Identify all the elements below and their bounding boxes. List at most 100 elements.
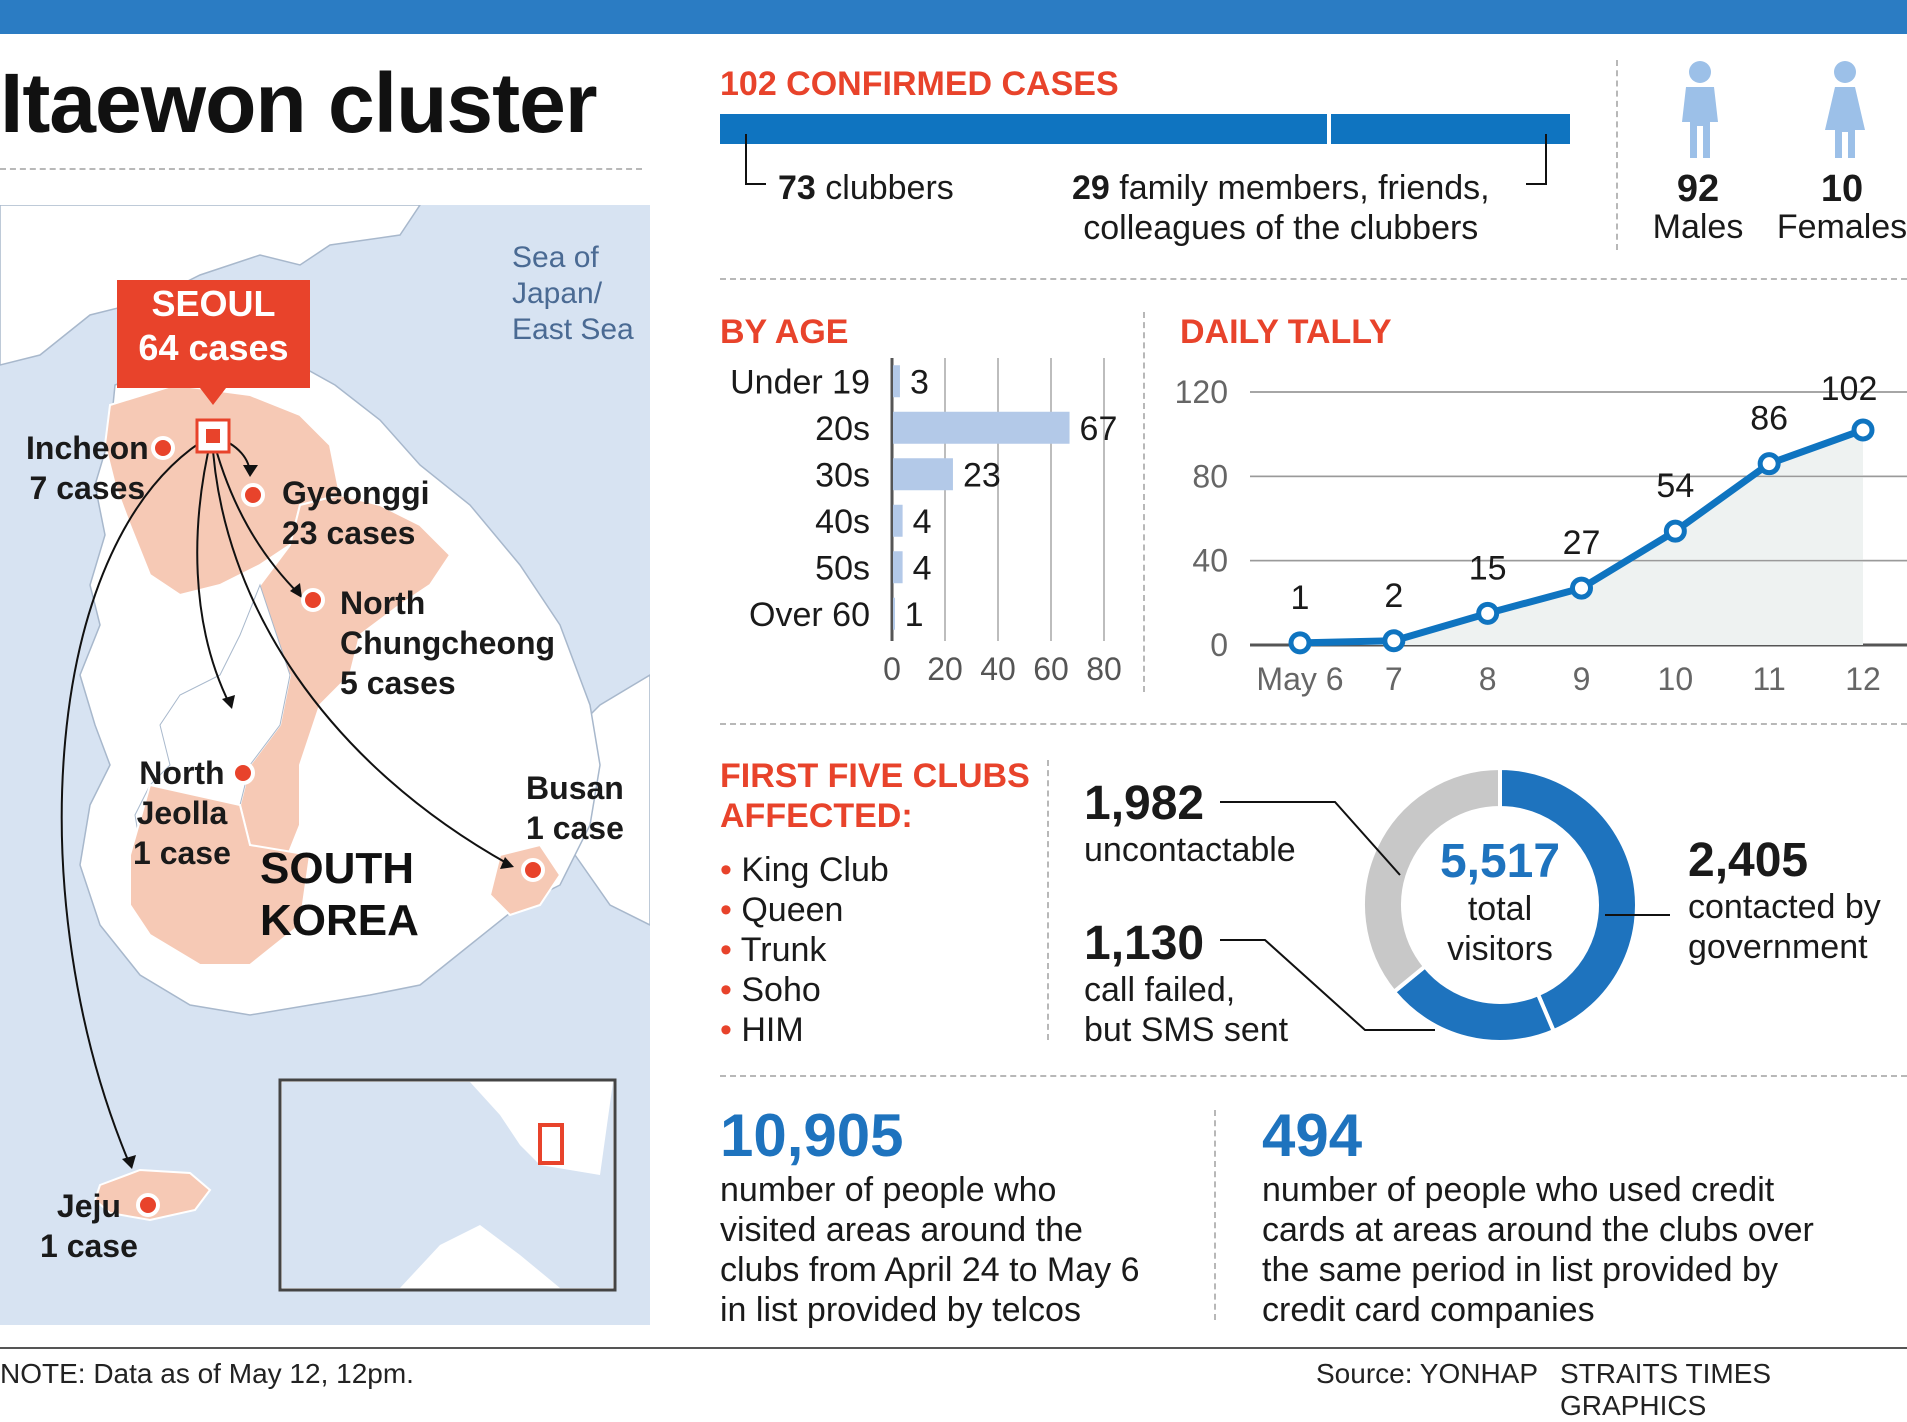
x-tick-label: 7 <box>1385 661 1403 697</box>
region-name: Chungcheong <box>340 625 556 661</box>
data-label: 27 <box>1563 524 1601 562</box>
category-label: 50s <box>815 549 870 587</box>
text-line: number of people who <box>720 1171 1057 1209</box>
daily-chart-title: DAILY TALLY <box>1180 313 1392 351</box>
segment-label: government <box>1688 928 1868 966</box>
uncontactable-label: 1,982 uncontactable <box>1084 778 1296 870</box>
telco-description: number of people who visited areas aroun… <box>720 1170 1140 1330</box>
data-point <box>1570 576 1593 600</box>
region-name: Gyeonggi <box>282 475 430 511</box>
divider <box>1616 60 1618 250</box>
male-figure-icon <box>1682 61 1718 158</box>
category-label: 20s <box>815 410 870 448</box>
category-label: Under 19 <box>730 363 870 401</box>
data-point <box>1288 631 1312 655</box>
text-line: number of people who used credit <box>1262 1171 1775 1209</box>
footer-credit: STRAITS TIMES GRAPHICS <box>1560 1358 1772 1421</box>
total-visitors-num: 5,517 <box>1439 835 1561 888</box>
list-item: Trunk <box>720 930 889 970</box>
x-tick-label: 60 <box>1033 651 1069 687</box>
data-label: 54 <box>1656 467 1694 505</box>
divider <box>0 168 642 170</box>
country-label-line: KOREA <box>260 896 419 945</box>
data-label: 4 <box>913 503 932 541</box>
region-cases: 23 cases <box>282 515 416 551</box>
incheon-label: Incheon 7 cases <box>26 428 149 508</box>
others-count: 29 family members, friends, colleagues o… <box>1072 168 1490 248</box>
region-name: Jeolla <box>136 795 228 831</box>
list-item: King Club <box>720 850 888 890</box>
leader-line <box>1220 939 1435 1031</box>
data-label: 1 <box>1291 579 1310 617</box>
segment-label: but SMS sent <box>1084 1011 1289 1049</box>
data-label: 1 <box>905 596 924 634</box>
country-label: SOUTH KOREA <box>260 843 419 947</box>
data-label: 102 <box>1821 370 1878 408</box>
sea-label-line: Japan/ <box>512 277 603 310</box>
bar <box>893 551 903 584</box>
seoul-callout: SEOUL 64 cases <box>117 282 310 370</box>
x-tick-label: 11 <box>1753 661 1786 697</box>
divider <box>720 278 1907 280</box>
data-label: 15 <box>1469 549 1507 587</box>
divider <box>1214 1110 1216 1320</box>
segment-value: 1,982 <box>1084 777 1205 830</box>
data-point <box>1476 601 1500 625</box>
donut-segment <box>1361 765 1502 995</box>
donut-segment <box>1498 765 1639 1034</box>
area-fill <box>1300 429 1863 645</box>
top-bar <box>0 0 1907 34</box>
y-tick-label: 120 <box>1175 374 1228 410</box>
text-line: the same period in list provided by <box>1262 1251 1778 1289</box>
bar <box>893 411 1070 444</box>
segment-label: contacted by <box>1688 888 1881 926</box>
text-line: cards at areas around the clubs over <box>1262 1211 1814 1249</box>
y-tick-label: 0 <box>1210 627 1228 663</box>
total-visitors-label: visitors <box>1447 930 1553 968</box>
x-tick-label: 0 <box>883 651 901 687</box>
x-tick-label: 12 <box>1845 661 1881 697</box>
data-label: 86 <box>1750 400 1788 438</box>
clubs-heading-line: AFFECTED: <box>720 797 913 835</box>
data-label: 67 <box>1080 410 1118 448</box>
text-line: credit card companies <box>1262 1291 1595 1329</box>
others-label: colleagues of the clubbers <box>1083 209 1479 247</box>
region-name: North <box>139 755 225 791</box>
x-tick-label: 80 <box>1086 651 1122 687</box>
segment-label: uncontactable <box>1084 831 1296 869</box>
x-tick-label: 9 <box>1573 661 1591 697</box>
clubs-heading: FIRST FIVE CLUBS AFFECTED: <box>720 756 1030 836</box>
females-count: 10 <box>1820 168 1864 210</box>
x-tick-label: 40 <box>980 651 1016 687</box>
leader-line <box>1220 801 1401 876</box>
text-line: visited areas around the <box>720 1211 1083 1249</box>
x-tick-label: 10 <box>1658 661 1694 697</box>
card-count: 494 <box>1262 1102 1363 1169</box>
card-description: number of people who used credit cards a… <box>1262 1170 1814 1330</box>
divider <box>1143 312 1145 692</box>
footer-source: Source: YONHAP <box>1316 1358 1539 1389</box>
seoul-name: SEOUL <box>151 283 276 324</box>
footer-rule <box>0 1347 1907 1349</box>
region-cases: 1 case <box>133 835 231 871</box>
region-cases: 5 cases <box>340 665 456 701</box>
data-point <box>1382 629 1406 653</box>
x-tick-label: May 6 <box>1256 661 1343 697</box>
total-visitors-label: total <box>1467 890 1533 928</box>
text-line: clubs from April 24 to May 6 <box>720 1251 1140 1289</box>
clubbers-label: clubbers <box>815 169 954 207</box>
y-tick-label: 80 <box>1192 458 1228 494</box>
bar <box>893 504 903 537</box>
list-item: HIM <box>720 1010 889 1050</box>
sea-label-line: East Sea <box>512 313 634 346</box>
footer-note: NOTE: Data as of May 12, 12pm. <box>0 1358 414 1389</box>
gyeonggi-label: Gyeonggi 23 cases <box>282 473 430 553</box>
clubbers-count: 73 clubbers <box>778 168 954 208</box>
divider <box>1047 760 1049 1040</box>
segment-label: call failed, <box>1084 971 1236 1009</box>
divider <box>720 723 1907 725</box>
bar <box>893 597 895 630</box>
clubbers-num: 73 <box>778 169 816 207</box>
contacted-label: 2,405 contacted by government <box>1688 835 1881 967</box>
region-cases: 7 cases <box>29 470 146 506</box>
